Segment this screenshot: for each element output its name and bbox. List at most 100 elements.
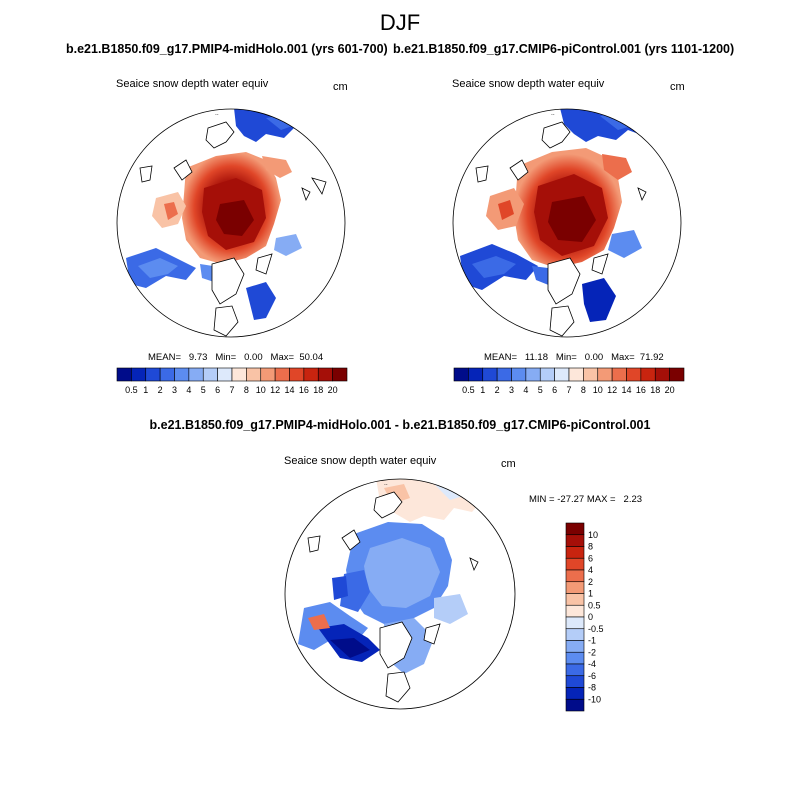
stats-picontrol: MEAN= 11.18 Min= 0.00 Max= 71.92 [484, 352, 664, 363]
colorbar-box [289, 367, 305, 382]
colorbar-tick-label: 3 [172, 385, 177, 395]
colorbar-tick-label: 0.5 [588, 600, 601, 610]
max-value: 50.04 [299, 352, 324, 363]
colorbar-box [217, 367, 233, 382]
colorbar-tick-label: 20 [665, 385, 675, 395]
colorbar-tick-label: 0.5 [125, 385, 138, 395]
colorbar-box [626, 367, 642, 382]
svg-text:..: .. [384, 480, 388, 487]
panel-variable-picontrol: Seaice snow depth water equiv [452, 78, 605, 90]
colorbar-box [202, 367, 218, 382]
difference-stats: MIN = -27.27 MAX = 2.23 [529, 494, 642, 505]
colorbar-box [565, 557, 585, 571]
colorbar-tick-label: -10 [588, 694, 601, 704]
colorbar-tick-label: 2 [588, 577, 593, 587]
colorbar-tick-label: -4 [588, 659, 596, 669]
colorbar-tick-label: 8 [244, 385, 249, 395]
colorbar-tick-label: 0.5 [462, 385, 475, 395]
panel-title-picontrol: b.e21.B1850.f09_g17.CMIP6-piControl.001 … [392, 42, 735, 56]
panel-units-picontrol: cm [670, 81, 685, 93]
max-label: Max= [270, 352, 295, 363]
colorbar-tick-label: 8 [581, 385, 586, 395]
colorbar-tick-label: 10 [588, 530, 598, 540]
colorbar-box [231, 367, 247, 382]
colorbar-tick-label: 10 [256, 385, 266, 395]
colorbar-tick-label: 12 [607, 385, 617, 395]
colorbar-box [597, 367, 613, 382]
colorbar-box [565, 698, 585, 712]
colorbar-tick-label: 14 [284, 385, 294, 395]
colorbar-tick-label: 18 [650, 385, 660, 395]
colorbar-tick-label: 10 [593, 385, 603, 395]
colorbar-box [565, 675, 585, 688]
min-label: Min= [215, 352, 237, 363]
colorbar-box [565, 569, 585, 583]
colorbar-box [565, 604, 585, 618]
colorbar-tick-label: 20 [328, 385, 338, 395]
colorbar-box [669, 367, 685, 382]
mean-value: 9.73 [188, 352, 208, 363]
colorbar-tick-label: -0.5 [588, 624, 604, 634]
colorbar-tick-label: 4 [523, 385, 528, 395]
min-value: -27.27 [557, 494, 585, 505]
mean-label: MEAN= [484, 352, 517, 363]
colorbar-difference: 10 86 4 2 10.5 0 -0.5 -1-2 -4 -6 -8-10 [565, 522, 604, 712]
colorbar-box [468, 367, 484, 382]
colorbar-tick-label: -6 [588, 671, 596, 681]
colorbar-box [565, 546, 585, 559]
colorbar-box [565, 581, 585, 594]
colorbar-box [583, 367, 599, 382]
colorbar-box [145, 367, 161, 382]
colorbar-box [303, 367, 319, 382]
svg-text:..: .. [551, 110, 555, 117]
figure-title: DJF [379, 10, 421, 35]
polar-map-picontrol: .. [452, 108, 682, 338]
colorbar-box [565, 616, 585, 630]
colorbar-box [453, 367, 469, 382]
colorbar-tick-label: 1 [143, 385, 148, 395]
colorbar-box [654, 367, 670, 382]
difference-variable: Seaice snow depth water equiv [284, 455, 437, 467]
min-value: 0.00 [244, 352, 263, 363]
colorbar-tick-label: -8 [588, 683, 596, 693]
max-label: MAX = [586, 494, 616, 505]
colorbar-tick-label: 6 [215, 385, 220, 395]
mean-value: 11.18 [524, 352, 548, 363]
colorbar-tick-label: 7 [229, 385, 234, 395]
panel-title-midholo: b.e21.B1850.f09_g17.PMIP4-midHolo.001 (y… [66, 42, 388, 56]
colorbar-box [565, 651, 585, 665]
colorbar-box [260, 367, 276, 382]
colorbar-tick-label: 4 [588, 565, 593, 575]
colorbar-tick-label: 5 [538, 385, 543, 395]
colorbar-box [565, 522, 585, 536]
colorbar-box [554, 367, 570, 382]
colorbar-tick-label: 16 [299, 385, 309, 395]
colorbar-box [332, 367, 348, 382]
polar-map-difference: .. [284, 478, 516, 710]
colorbar-box [611, 367, 627, 382]
min-value: 0.00 [584, 352, 604, 363]
difference-units: cm [501, 458, 516, 470]
colorbar-box [116, 367, 132, 382]
colorbar-box [565, 640, 585, 653]
colorbar-tick-label: 4 [186, 385, 191, 395]
colorbar-box [274, 367, 290, 382]
min-label: MIN = [529, 494, 555, 505]
colorbar-tick-label: 16 [636, 385, 646, 395]
colorbar-tick-label: -2 [588, 647, 596, 657]
colorbar-box [565, 628, 585, 641]
colorbar-tick-label: 7 [566, 385, 571, 395]
colorbar-box [511, 367, 527, 382]
colorbar-box [539, 367, 555, 382]
colorbar-box [496, 367, 512, 382]
max-value: 71.92 [639, 352, 664, 363]
colorbar-box [174, 367, 190, 382]
colorbar-tick-label: 5 [201, 385, 206, 395]
colorbar-tick-label: -1 [588, 636, 596, 646]
panel-units-midholo: cm [333, 81, 348, 93]
colorbar-picontrol: 0.5 1 2 3 4 5 6 7 8 10 12 14 16 18 20 [453, 367, 685, 395]
colorbar-box [188, 367, 204, 382]
colorbar-tick-label: 18 [313, 385, 323, 395]
colorbar-box [482, 367, 498, 382]
colorbar-tick-label: 6 [588, 553, 593, 563]
